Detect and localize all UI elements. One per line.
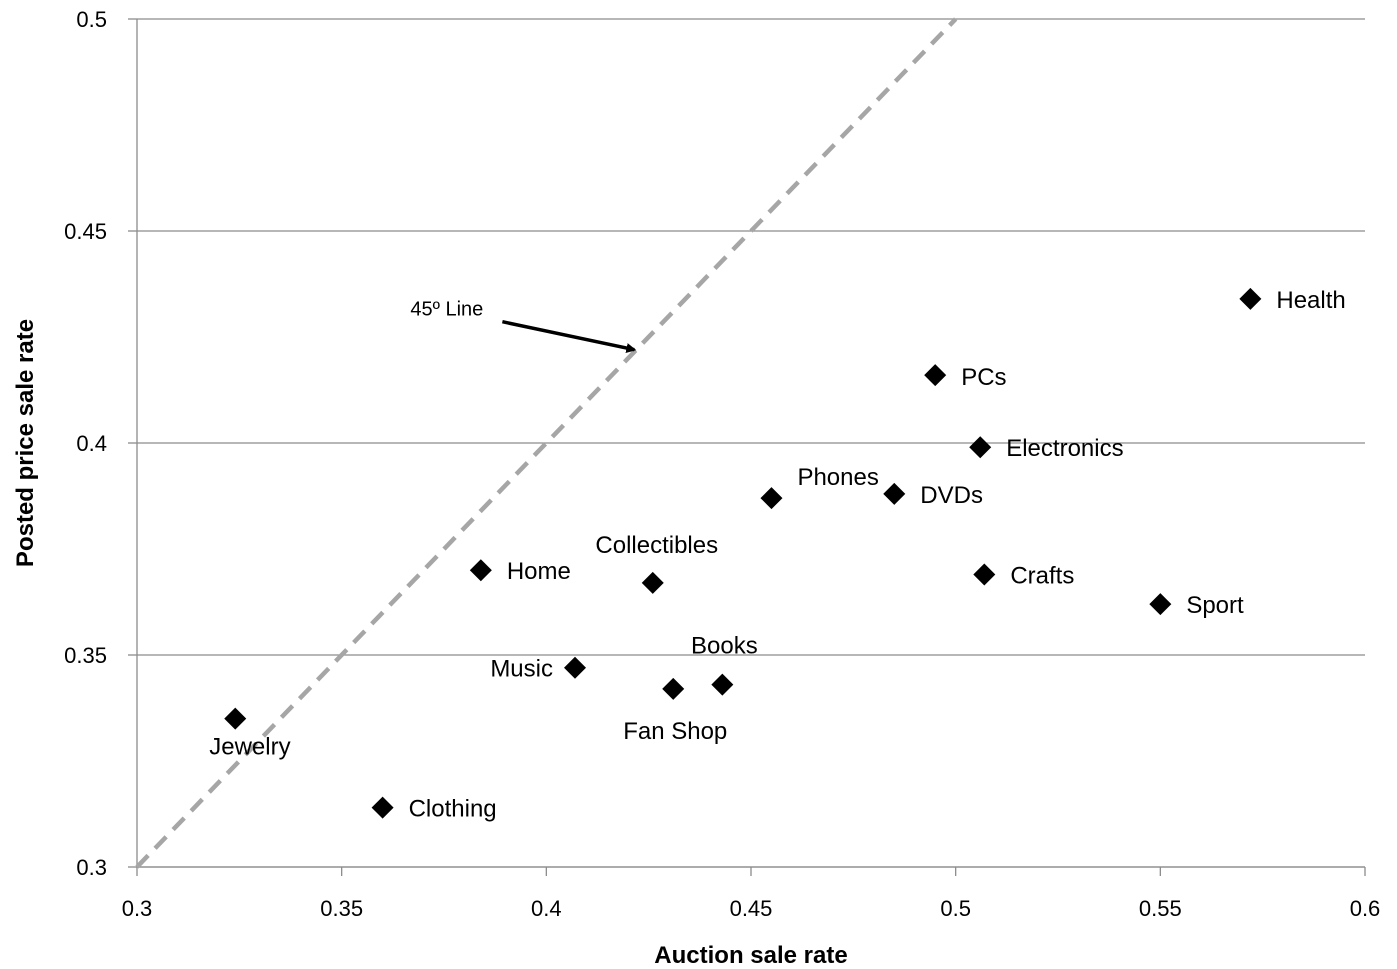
data-point [711,673,734,696]
point-label: Clothing [409,796,497,823]
reference-line-45 [135,17,958,869]
data-points [224,287,1262,819]
x-tick-label: 0.4 [531,896,562,921]
y-tick-label: 0.35 [64,643,107,668]
y-axis-title: Posted price sale rate [12,319,39,567]
data-point [924,364,947,387]
reference-line-label: 45º Line [410,299,483,321]
x-tick-label: 0.6 [1350,896,1381,921]
data-point [883,482,906,505]
point-label: Home [507,558,571,585]
point-label: Crafts [1010,562,1074,589]
x-tick-label: 0.55 [1139,896,1182,921]
point-label: DVDs [920,482,983,509]
point-label: Music [490,656,553,683]
axes: 0.3 0.35 0.4 0.45 0.5 0.3 0.35 0.4 0.45 0.5 0.55 0.… [64,7,1380,921]
y-tick-label: 0.4 [76,431,107,456]
data-point [973,563,996,586]
data-point [1239,287,1262,310]
x-tick-label: 0.35 [320,896,363,921]
x-axis-title: Auction sale rate [654,942,847,969]
y-tick-label: 0.45 [64,219,107,244]
data-point [224,707,247,730]
point-label: Electronics [1006,435,1123,462]
x-tick-label: 0.5 [940,896,971,921]
data-point [563,656,586,679]
x-tick-label: 0.3 [122,896,153,921]
data-point [969,436,992,459]
point-labels: Jewelry Clothing Home Music Collectibles Fan … [209,287,1346,823]
data-point [641,571,664,594]
point-label: PCs [961,364,1006,391]
point-label: Phones [797,464,878,491]
data-point [760,487,783,510]
y-tick-label: 0.3 [76,855,107,880]
point-label: Books [691,633,758,660]
point-label: Collectibles [595,532,718,559]
gridlines [137,18,1365,868]
data-point [662,677,685,700]
x-tick-label: 0.45 [730,896,773,921]
data-point [1149,593,1172,616]
reference-line-group: 45º Line [135,17,958,869]
y-tick-label: 0.5 [76,7,107,32]
point-label: Fan Shop [623,718,727,745]
point-label: Sport [1186,592,1244,619]
data-point [371,796,394,819]
point-label: Health [1276,287,1345,314]
data-point [469,559,492,582]
reference-line-arrow [502,320,637,353]
point-label: Jewelry [209,734,290,761]
